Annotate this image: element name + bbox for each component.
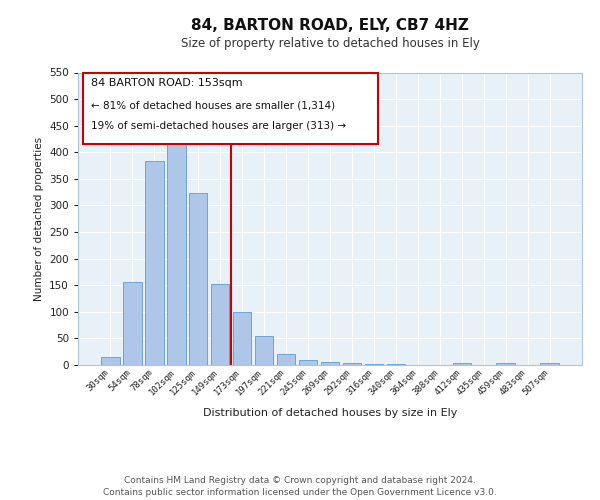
Bar — [320, 362, 340, 365]
Bar — [233, 312, 251, 365]
FancyBboxPatch shape — [83, 72, 378, 144]
Bar — [167, 142, 185, 365]
Text: Size of property relative to detached houses in Ely: Size of property relative to detached ho… — [181, 38, 479, 51]
Bar — [496, 364, 515, 365]
Text: 84 BARTON ROAD: 153sqm: 84 BARTON ROAD: 153sqm — [91, 78, 242, 88]
Bar — [343, 364, 361, 365]
Bar — [299, 360, 317, 365]
Bar — [255, 336, 274, 365]
Bar — [189, 193, 208, 365]
Bar — [365, 364, 383, 365]
Bar — [123, 282, 142, 365]
Text: Contains public sector information licensed under the Open Government Licence v3: Contains public sector information licen… — [103, 488, 497, 497]
Text: 19% of semi-detached houses are larger (313) →: 19% of semi-detached houses are larger (… — [91, 121, 346, 131]
Bar — [211, 284, 229, 365]
Bar — [101, 357, 119, 365]
Bar — [452, 364, 471, 365]
Bar — [277, 354, 295, 365]
Text: ← 81% of detached houses are smaller (1,314): ← 81% of detached houses are smaller (1,… — [91, 100, 335, 110]
X-axis label: Distribution of detached houses by size in Ely: Distribution of detached houses by size … — [203, 408, 457, 418]
Text: Contains HM Land Registry data © Crown copyright and database right 2024.: Contains HM Land Registry data © Crown c… — [124, 476, 476, 485]
Bar — [386, 364, 405, 365]
Y-axis label: Number of detached properties: Number of detached properties — [34, 136, 44, 301]
Text: 84, BARTON ROAD, ELY, CB7 4HZ: 84, BARTON ROAD, ELY, CB7 4HZ — [191, 18, 469, 32]
Bar — [145, 162, 164, 365]
Bar — [541, 364, 559, 365]
